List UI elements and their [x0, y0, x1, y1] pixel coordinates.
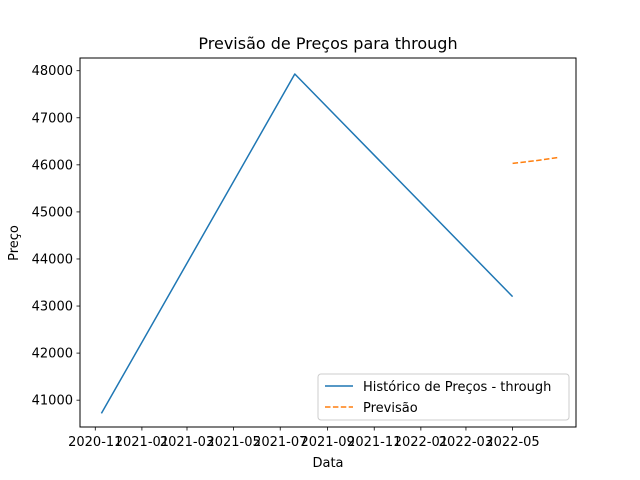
y-tick-label: 41000 — [32, 394, 73, 409]
y-tick-label: 42000 — [32, 347, 73, 362]
x-axis: 2020-112021-012021-032021-052021-072021-… — [68, 427, 540, 450]
legend-label-historico: Histórico de Preços - through — [363, 380, 551, 395]
x-tick-label: 2021-01 — [115, 435, 169, 450]
x-tick-label: 2022-03 — [439, 435, 493, 450]
legend-box — [317, 373, 570, 421]
legend-label-previsao: Previsão — [363, 401, 418, 416]
y-tick-label: 46000 — [32, 158, 73, 173]
chart-title: Previsão de Preços para through — [198, 34, 457, 53]
plot-area — [80, 58, 576, 427]
y-tick-label: 45000 — [32, 205, 73, 220]
x-tick-label: 2022-05 — [485, 435, 539, 450]
y-axis: 41000 42000 43000 44000 45000 46000 47000 48000 — [32, 64, 80, 409]
series-line-historico — [100, 73, 514, 414]
x-tick-label: 2021-03 — [160, 435, 214, 450]
x-tick-label: 2021-05 — [206, 435, 260, 450]
x-tick-label: 2021-11 — [347, 435, 401, 450]
x-axis-label: Data — [312, 456, 343, 471]
y-tick-label: 47000 — [32, 111, 73, 126]
series-line-previsao — [512, 156, 560, 165]
y-axis-label: Preço — [7, 225, 22, 261]
legend: Histórico de Preços - through Previsão — [317, 373, 570, 421]
y-tick-label: 48000 — [32, 64, 73, 79]
x-tick-label: 2021-07 — [253, 435, 307, 450]
x-tick-label: 2021-09 — [300, 435, 354, 450]
x-tick-label: 2020-11 — [68, 435, 122, 450]
y-tick-label: 44000 — [32, 252, 73, 267]
plot-frame — [79, 57, 577, 428]
series-layer — [100, 73, 560, 414]
x-tick-label: 2022-01 — [394, 435, 448, 450]
y-tick-label: 43000 — [32, 300, 73, 315]
